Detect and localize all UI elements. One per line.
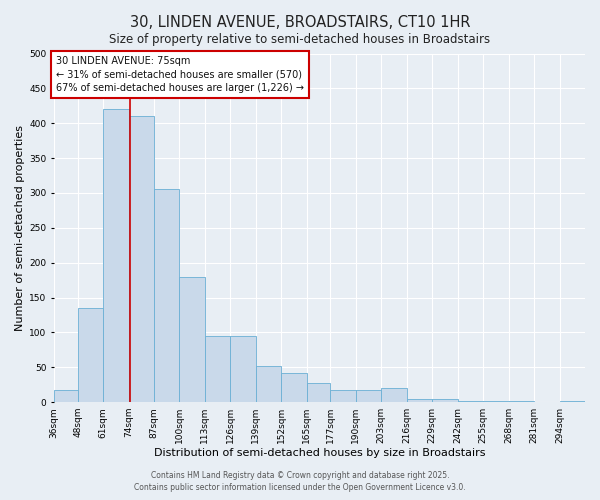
- Text: Contains HM Land Registry data © Crown copyright and database right 2025.
Contai: Contains HM Land Registry data © Crown c…: [134, 471, 466, 492]
- Y-axis label: Number of semi-detached properties: Number of semi-detached properties: [15, 125, 25, 331]
- Bar: [381, 388, 407, 402]
- X-axis label: Distribution of semi-detached houses by size in Broadstairs: Distribution of semi-detached houses by …: [154, 448, 485, 458]
- Bar: [77, 308, 103, 402]
- Bar: [407, 398, 432, 402]
- Text: 30, LINDEN AVENUE, BROADSTAIRS, CT10 1HR: 30, LINDEN AVENUE, BROADSTAIRS, CT10 1HR: [130, 15, 470, 30]
- Bar: [331, 390, 356, 402]
- Text: 30 LINDEN AVENUE: 75sqm
← 31% of semi-detached houses are smaller (570)
67% of s: 30 LINDEN AVENUE: 75sqm ← 31% of semi-de…: [56, 56, 304, 92]
- Bar: [54, 390, 77, 402]
- Bar: [205, 336, 230, 402]
- Bar: [230, 336, 256, 402]
- Bar: [281, 373, 307, 402]
- Bar: [356, 390, 381, 402]
- Bar: [458, 400, 483, 402]
- Bar: [103, 110, 128, 402]
- Bar: [256, 366, 281, 402]
- Bar: [483, 400, 509, 402]
- Bar: [128, 116, 154, 402]
- Bar: [307, 384, 331, 402]
- Bar: [154, 190, 179, 402]
- Text: Size of property relative to semi-detached houses in Broadstairs: Size of property relative to semi-detach…: [109, 32, 491, 46]
- Bar: [179, 276, 205, 402]
- Bar: [432, 398, 458, 402]
